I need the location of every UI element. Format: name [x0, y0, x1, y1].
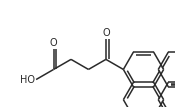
Text: HO: HO: [20, 74, 35, 84]
Text: O: O: [102, 28, 110, 38]
Text: O: O: [50, 38, 57, 48]
